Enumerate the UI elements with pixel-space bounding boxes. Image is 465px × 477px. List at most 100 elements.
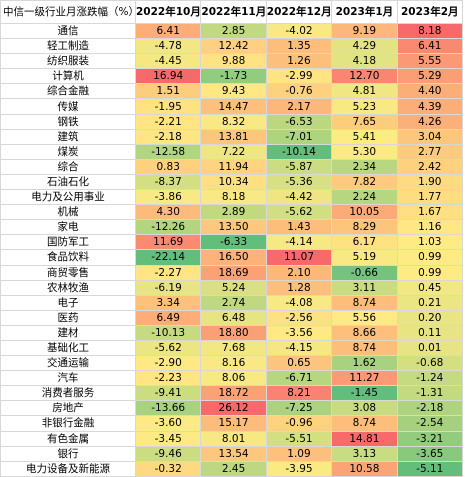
return-cell: -4.78: [134, 38, 202, 55]
return-cell: 7.82: [331, 173, 398, 191]
return-cell: -2.21: [134, 113, 202, 130]
return-cell: 9.88: [200, 53, 267, 70]
return-cell: -4.42: [265, 189, 333, 206]
industry-name: 交通运输: [0, 355, 136, 372]
table-row: 钢铁 -2.21 8.32 -6.53 7.65 4.26: [0, 113, 463, 130]
return-cell: 2.89: [200, 204, 267, 221]
return-cell: -10.14: [265, 143, 333, 160]
return-cell: -2.18: [134, 128, 202, 145]
table-row: 综合 0.83 11.94 -5.87 2.34 2.42: [0, 158, 463, 175]
return-cell: 4.81: [331, 83, 398, 100]
return-cell: 2.85: [200, 22, 267, 40]
return-cell: 0.01: [396, 339, 463, 357]
return-cell: -3.21: [396, 430, 463, 447]
return-cell: 3.34: [134, 294, 202, 311]
return-cell: -0.76: [265, 83, 333, 100]
return-cell: 5.41: [331, 128, 398, 145]
header-2022-12: 2022年12月: [265, 0, 333, 24]
table-row: 医药 6.49 6.48 -2.56 5.56 0.20: [0, 309, 463, 326]
return-cell: 8.66: [331, 324, 398, 341]
return-cell: 1.90: [396, 173, 463, 191]
industry-name: 综合: [0, 158, 136, 175]
return-cell: -3.45: [134, 430, 202, 447]
return-cell: 6.48: [200, 309, 267, 326]
header-2022-11: 2022年11月: [200, 0, 267, 24]
return-cell: -6.71: [265, 370, 333, 387]
industry-name: 建材: [0, 324, 136, 341]
return-cell: 7.22: [200, 143, 267, 160]
return-cell: 8.74: [331, 415, 398, 432]
return-cell: 1.09: [265, 445, 333, 462]
industry-name: 汽车: [0, 370, 136, 387]
return-cell: 12.42: [200, 38, 267, 55]
return-cell: 2.17: [265, 98, 333, 115]
table-row: 非银行金融 -3.60 15.17 -0.96 8.74 -2.54: [0, 415, 463, 432]
table-row: 电力及公用事业 -3.86 8.18 -4.42 2.24 1.77: [0, 189, 463, 206]
return-cell: 12.70: [331, 68, 398, 85]
return-cell: -1.95: [134, 98, 202, 115]
return-cell: 1.67: [396, 204, 463, 221]
return-cell: 1.51: [134, 83, 202, 100]
industry-name: 农林牧渔: [0, 279, 136, 296]
industry-name: 家电: [0, 219, 136, 236]
return-cell: -6.53: [265, 113, 333, 130]
return-cell: 7.68: [200, 339, 267, 357]
return-cell: 3.11: [331, 279, 398, 296]
return-cell: -4.08: [265, 294, 333, 311]
table-row: 轻工制造 -4.78 12.42 1.35 4.29 6.41: [0, 38, 463, 55]
table-row: 家电 -12.26 13.50 1.43 8.29 1.16: [0, 219, 463, 236]
return-cell: 2.45: [200, 460, 267, 477]
return-cell: 10.05: [331, 204, 398, 221]
return-cell: 1.77: [396, 189, 463, 206]
return-cell: 10.34: [200, 173, 267, 191]
industry-name: 消费者服务: [0, 385, 136, 402]
industry-name: 房地产: [0, 400, 136, 417]
return-cell: 10.58: [331, 460, 398, 477]
table-row: 电力设备及新能源 -0.32 2.45 -3.95 10.58 -5.11: [0, 460, 463, 477]
return-cell: 2.24: [331, 189, 398, 206]
return-cell: 11.07: [265, 249, 333, 266]
table-row: 建材 -10.13 18.80 -3.56 8.66 0.11: [0, 324, 463, 341]
table-row: 纺织服装 -4.45 9.88 1.26 4.18 5.55: [0, 53, 463, 70]
table-row: 商贸零售 -2.27 18.69 2.10 -0.66 0.99: [0, 264, 463, 281]
return-cell: 2.10: [265, 264, 333, 281]
return-cell: -4.02: [265, 22, 333, 40]
return-cell: 7.65: [331, 113, 398, 130]
table-row: 综合金融 1.51 9.43 -0.76 4.81 4.40: [0, 83, 463, 100]
return-cell: 0.99: [396, 264, 463, 281]
industry-name: 商贸零售: [0, 264, 136, 281]
return-cell: -2.18: [396, 400, 463, 417]
return-cell: 13.54: [200, 445, 267, 462]
return-cell: 5.29: [396, 68, 463, 85]
return-cell: 2.77: [396, 143, 463, 160]
header-industry: 中信一级行业月涨跌幅（%）: [0, 0, 136, 24]
return-cell: 8.29: [331, 219, 398, 236]
return-cell: 8.16: [200, 355, 267, 372]
return-cell: 3.08: [331, 400, 398, 417]
industry-name: 非银行金融: [0, 415, 136, 432]
industry-name: 石油石化: [0, 173, 136, 191]
return-cell: -0.66: [331, 264, 398, 281]
header-2022-10: 2022年10月: [134, 0, 202, 24]
return-cell: 8.18: [200, 189, 267, 206]
return-cell: 0.21: [396, 294, 463, 311]
industry-name: 医药: [0, 309, 136, 326]
return-cell: -1.45: [331, 385, 398, 402]
table-row: 煤炭 -12.58 7.22 -10.14 5.30 2.77: [0, 143, 463, 160]
return-cell: 1.62: [331, 355, 398, 372]
industry-name: 钢铁: [0, 113, 136, 130]
return-cell: 5.56: [331, 309, 398, 326]
return-cell: -5.11: [396, 460, 463, 477]
return-cell: -2.23: [134, 370, 202, 387]
table-row: 计算机 16.94 -1.73 -2.99 12.70 5.29: [0, 68, 463, 85]
return-cell: 11.27: [331, 370, 398, 387]
return-cell: -4.15: [265, 339, 333, 357]
return-cell: 3.13: [331, 445, 398, 462]
industry-name: 银行: [0, 445, 136, 462]
return-cell: -2.90: [134, 355, 202, 372]
return-cell: 4.40: [396, 83, 463, 100]
return-cell: 8.74: [331, 294, 398, 311]
return-cell: -3.65: [396, 445, 463, 462]
return-cell: -3.95: [265, 460, 333, 477]
